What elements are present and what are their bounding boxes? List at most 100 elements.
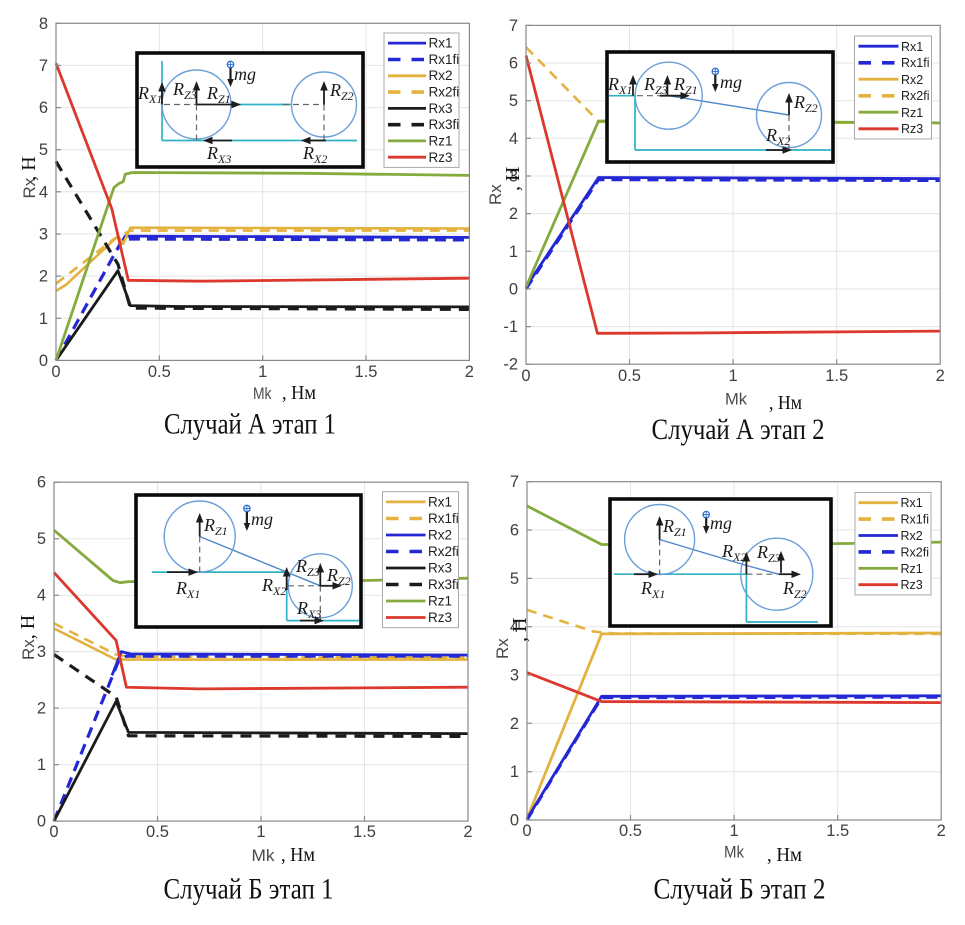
svg-text:, Нм: , Нм [282, 382, 316, 404]
svg-text:0.5: 0.5 [619, 822, 642, 840]
svg-text:7: 7 [39, 57, 48, 75]
svg-text:mg: mg [234, 64, 256, 84]
svg-text:0.5: 0.5 [146, 823, 169, 841]
svg-text:1.5: 1.5 [353, 823, 376, 841]
svg-text:1.5: 1.5 [826, 822, 849, 840]
svg-text:Rx1: Rx1 [428, 494, 452, 509]
svg-text:Rz1: Rz1 [901, 562, 923, 576]
svg-text:0: 0 [522, 822, 531, 840]
svg-text:Rx2fi: Rx2fi [901, 89, 929, 103]
svg-text:Rx1fi: Rx1fi [901, 513, 929, 527]
svg-text:Rz1: Rz1 [429, 133, 453, 148]
svg-text:6: 6 [37, 474, 46, 492]
svg-text:Rx, Н: Rx, Н [17, 615, 39, 660]
svg-text:1: 1 [510, 763, 519, 781]
svg-text:-2: -2 [503, 356, 518, 374]
svg-text:Случай А этап 1: Случай А этап 1 [164, 408, 336, 441]
svg-text:Mk: Mk [252, 846, 275, 865]
svg-text:Rx3fi: Rx3fi [429, 117, 460, 132]
svg-text:5: 5 [510, 570, 519, 588]
svg-text:1: 1 [37, 756, 46, 774]
svg-text:Случай Б этап 1: Случай Б этап 1 [164, 873, 334, 906]
svg-text:mg: mg [710, 513, 732, 533]
svg-text:7: 7 [510, 473, 519, 491]
svg-text:, Нм: , Нм [281, 844, 315, 866]
svg-text:1: 1 [258, 363, 267, 381]
svg-text:3: 3 [509, 168, 518, 186]
svg-text:Случай Б этап 2: Случай Б этап 2 [654, 872, 826, 905]
svg-text:Mk: Mk [725, 390, 747, 409]
svg-text:Случай А этап 2: Случай А этап 2 [652, 413, 825, 446]
svg-text:Rx2fi: Rx2fi [428, 544, 459, 559]
svg-text:2: 2 [37, 700, 46, 718]
svg-text:8: 8 [39, 15, 48, 33]
svg-text:Rz3: Rz3 [428, 610, 452, 625]
svg-text:0: 0 [521, 367, 530, 385]
svg-text:, Нм: , Нм [767, 844, 802, 866]
svg-text:Rx2fi: Rx2fi [429, 85, 460, 100]
svg-text:Rx1: Rx1 [901, 496, 923, 510]
svg-text:Rz3: Rz3 [429, 150, 453, 165]
svg-text:, Н: , Н [509, 618, 531, 642]
svg-text:0: 0 [37, 813, 46, 831]
svg-text:-1: -1 [503, 318, 518, 336]
svg-text:3: 3 [510, 667, 519, 685]
svg-text:3: 3 [37, 643, 46, 661]
svg-text:2: 2 [510, 715, 519, 733]
svg-text:, Н: , Н [502, 167, 524, 191]
svg-text:0.5: 0.5 [148, 363, 171, 381]
svg-text:Rx3: Rx3 [429, 101, 453, 116]
svg-text:mg: mg [720, 72, 742, 92]
svg-text:5: 5 [39, 141, 48, 159]
svg-text:Rx2: Rx2 [429, 68, 453, 83]
svg-text:0.5: 0.5 [618, 367, 641, 385]
svg-text:Rx1: Rx1 [429, 36, 453, 51]
svg-text:4: 4 [39, 183, 48, 201]
svg-text:1: 1 [730, 822, 739, 840]
svg-text:Rx3: Rx3 [428, 561, 452, 576]
svg-text:Rx2: Rx2 [901, 529, 923, 543]
svg-text:2: 2 [39, 268, 48, 286]
svg-text:4: 4 [510, 618, 519, 636]
svg-text:0: 0 [509, 280, 518, 298]
svg-text:Mk: Mk [724, 842, 744, 861]
svg-text:Rx: Rx [493, 638, 512, 659]
svg-text:Rz1: Rz1 [428, 594, 452, 609]
svg-text:4: 4 [509, 130, 518, 148]
svg-text:Rx1fi: Rx1fi [428, 511, 459, 526]
svg-text:2: 2 [936, 367, 945, 385]
svg-text:2: 2 [465, 363, 474, 381]
svg-text:0: 0 [510, 812, 519, 830]
svg-text:1: 1 [39, 310, 48, 328]
svg-text:Rx3fi: Rx3fi [428, 577, 459, 592]
svg-text:Rx1: Rx1 [901, 40, 923, 54]
svg-text:4: 4 [37, 587, 46, 605]
svg-text:3: 3 [39, 226, 48, 244]
svg-text:Rz1: Rz1 [901, 106, 923, 120]
svg-text:, Нм: , Нм [769, 392, 802, 414]
svg-text:6: 6 [39, 99, 48, 117]
svg-text:5: 5 [509, 92, 518, 110]
svg-text:1: 1 [509, 243, 518, 261]
svg-text:1: 1 [729, 367, 738, 385]
svg-text:Rx, Н: Rx, Н [18, 156, 40, 198]
svg-text:Rx2: Rx2 [428, 528, 452, 543]
svg-text:1.5: 1.5 [355, 363, 378, 381]
svg-text:2: 2 [509, 205, 518, 223]
svg-text:0: 0 [49, 823, 58, 841]
svg-text:1.5: 1.5 [825, 367, 848, 385]
svg-text:2: 2 [463, 823, 472, 841]
svg-text:2: 2 [937, 822, 946, 840]
svg-text:Mk: Mk [253, 384, 272, 403]
svg-text:Rx2: Rx2 [901, 73, 923, 87]
svg-text:0: 0 [39, 352, 48, 370]
svg-text:7: 7 [509, 17, 518, 35]
svg-text:1: 1 [256, 823, 265, 841]
svg-text:5: 5 [37, 530, 46, 548]
svg-text:Rx2fi: Rx2fi [901, 545, 929, 559]
svg-text:0: 0 [51, 363, 60, 381]
svg-text:Rz3: Rz3 [901, 122, 923, 136]
svg-text:6: 6 [510, 522, 519, 540]
svg-text:Rx1fi: Rx1fi [901, 56, 929, 70]
svg-text:6: 6 [509, 55, 518, 73]
